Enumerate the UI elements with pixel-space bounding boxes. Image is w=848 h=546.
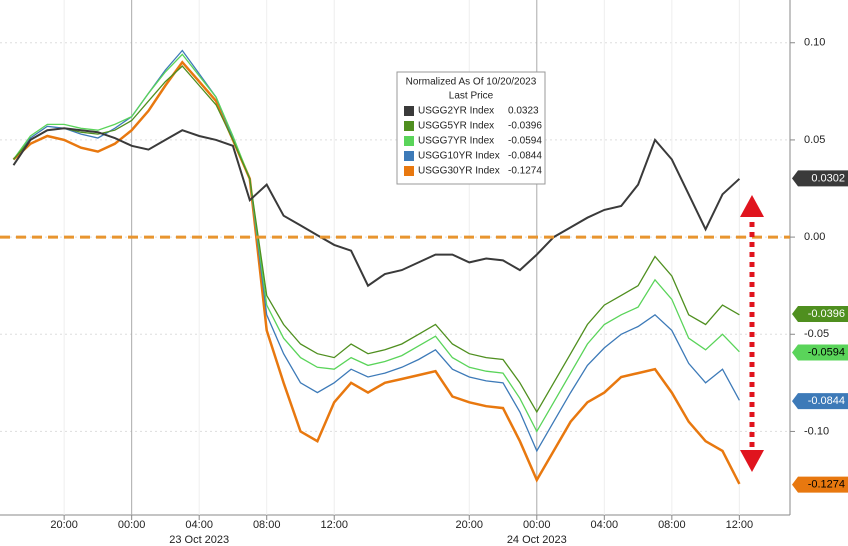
- x-tick-label: 12:00: [726, 519, 754, 531]
- legend-value: -0.0396: [508, 121, 542, 132]
- legend-value: 0.0323: [508, 106, 539, 117]
- y-tick-label: -0.10: [804, 425, 829, 437]
- x-tick-label: 20:00: [456, 519, 484, 531]
- x-tick-label: 08:00: [658, 519, 686, 531]
- tag-label: -0.0844: [808, 395, 845, 407]
- date-label: 23 Oct 2023: [169, 534, 229, 546]
- series-line: [12, 53, 740, 433]
- y-tick-label: 0.00: [804, 231, 825, 243]
- x-tick-label: 20:00: [50, 519, 78, 531]
- tag-box: [792, 306, 848, 323]
- tag-box: [792, 344, 848, 361]
- legend-swatch: [404, 151, 414, 161]
- series-line: [13, 65, 740, 414]
- arrow: [740, 195, 764, 472]
- last-value-tag: -0.0844: [792, 393, 848, 410]
- legend-label: USGG30YR Index: [418, 166, 500, 177]
- x-tick-label: 00:00: [118, 519, 146, 531]
- legend-title: Normalized As Of 10/20/2023: [406, 77, 537, 88]
- y-tick-label: -0.05: [804, 328, 829, 340]
- legend-label: USGG5YR Index: [418, 121, 494, 132]
- last-value-tag: -0.0594: [792, 344, 848, 361]
- tag-label: 0.0302: [811, 172, 845, 184]
- legend-label: USGG7YR Index: [418, 136, 494, 147]
- tag-box: [792, 393, 848, 410]
- last-value-tag: -0.0396: [792, 306, 848, 323]
- last-value-tag: 0.0302: [792, 170, 848, 187]
- y-tick-label: 0.05: [804, 134, 825, 146]
- legend-label: USGG10YR Index: [418, 151, 500, 162]
- x-tick-label: 04:00: [185, 519, 213, 531]
- date-label: 24 Oct 2023: [507, 534, 567, 546]
- tag-label: -0.0594: [808, 346, 845, 358]
- legend-value: -0.1274: [508, 166, 542, 177]
- x-tick-label: 08:00: [253, 519, 281, 531]
- legend-value: -0.0594: [508, 136, 542, 147]
- y-tick-label: 0.10: [804, 37, 825, 49]
- legend-swatch: [404, 166, 414, 176]
- x-tick-label: 12:00: [320, 519, 348, 531]
- legend-swatch: [404, 106, 414, 116]
- tag-box: [792, 170, 848, 187]
- last-value-tag: -0.1274: [792, 476, 848, 493]
- x-tick-label: 00:00: [523, 519, 551, 531]
- legend-box: [396, 71, 546, 185]
- tag-label: -0.0396: [808, 308, 845, 320]
- legend-swatch: [404, 121, 414, 131]
- x-tick-label: 04:00: [591, 519, 619, 531]
- legend: Normalized As Of 10/20/2023 Last Price U…: [396, 71, 546, 185]
- series-line: [12, 49, 740, 453]
- series-line: [12, 60, 741, 485]
- tag-box: [792, 476, 848, 493]
- legend-swatch: [404, 136, 414, 146]
- legend-label: USGG2YR Index: [418, 106, 494, 117]
- legend-value: -0.0844: [508, 151, 542, 162]
- tag-label: -0.1274: [808, 479, 845, 491]
- legend-subtitle: Last Price: [449, 91, 494, 102]
- series-line: [12, 127, 741, 288]
